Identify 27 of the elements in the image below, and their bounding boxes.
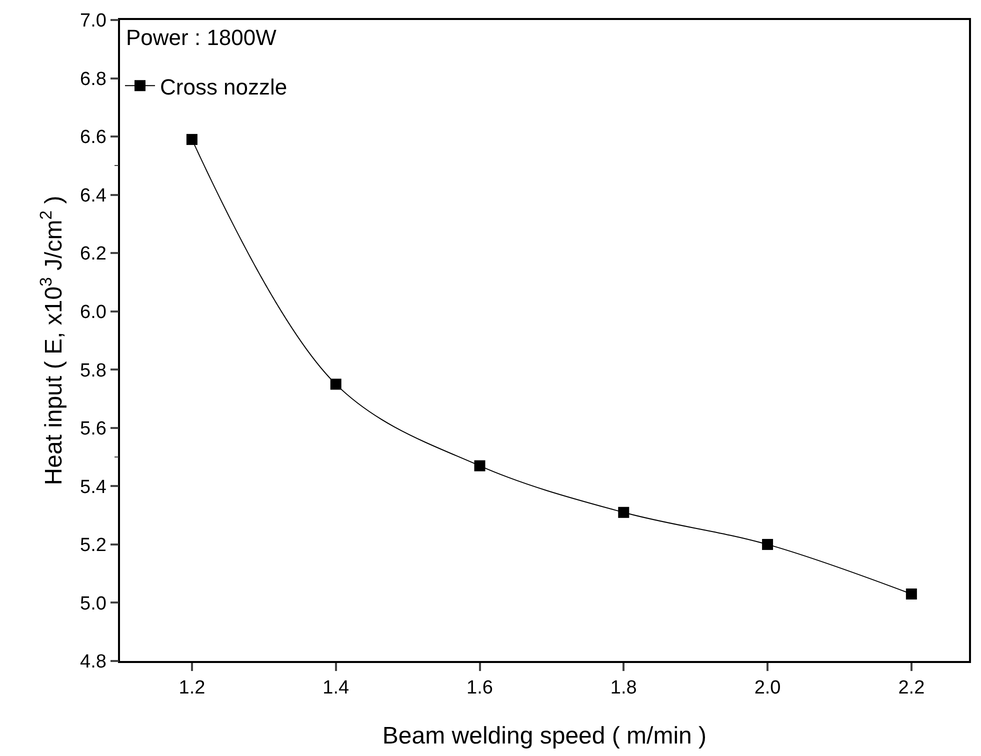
point	[762, 538, 774, 550]
y-tick-label: 6.4	[80, 185, 107, 206]
x-tick-label: 1.8	[610, 678, 637, 699]
x-tick-label: 1.6	[466, 678, 493, 699]
point	[186, 134, 198, 145]
x-tick-label: 2.0	[754, 678, 781, 699]
x-tick-label: 1.4	[322, 678, 350, 699]
legend-label: Cross nozzle	[160, 74, 288, 100]
y-tick-label: 6.8	[80, 68, 106, 90]
y-tick-label: 6.2	[80, 244, 106, 265]
point	[474, 460, 486, 472]
annotation: Power : 1800W	[126, 25, 277, 50]
point	[330, 378, 342, 390]
y-tick-label: 6.0	[80, 302, 106, 324]
y-tick-label: 5.8	[80, 360, 106, 382]
x-axis-title: Beam welding speed ( m/min )	[382, 722, 707, 750]
y-tick-label: 5.6	[80, 418, 106, 440]
point	[618, 506, 630, 518]
y-tick-label: 5.0	[80, 593, 106, 614]
y-tick-label: 4.8	[80, 652, 106, 673]
x-tick-label: 2.2	[898, 678, 925, 699]
y-tick-label: 5.4	[80, 476, 107, 498]
y-tick-label: 6.6	[80, 127, 106, 148]
point	[906, 588, 917, 600]
y-tick-label: 7.0	[80, 10, 106, 32]
y-tick-label: 5.2	[80, 535, 106, 556]
x-tick-label: 1.2	[178, 678, 206, 699]
